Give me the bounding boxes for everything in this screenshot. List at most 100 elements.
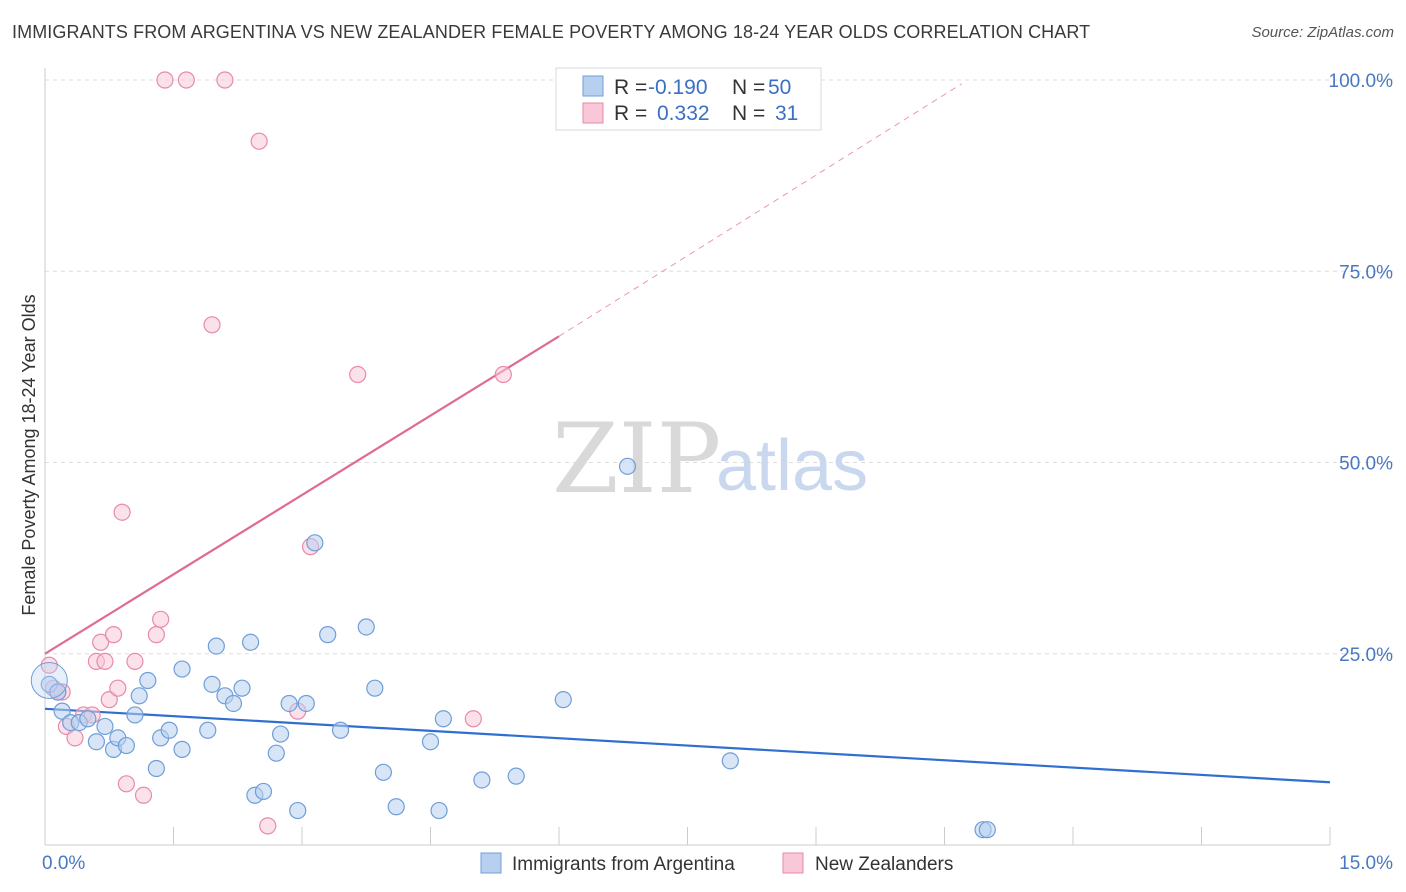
point-argentina [421, 733, 440, 751]
data-points [30, 71, 996, 839]
point-newzealanders [117, 775, 135, 793]
y-axis-label: Female Poverty Among 18-24 Year Olds [19, 294, 39, 615]
point-newzealanders [134, 786, 153, 804]
watermark-atlas-text: atlas [716, 426, 868, 506]
y-tick-labels: 25.0% 50.0% 75.0% 100.0% [1329, 71, 1394, 666]
point-argentina [978, 821, 996, 839]
point-argentina [160, 721, 178, 739]
point-argentina [173, 660, 191, 678]
point-newzealanders [177, 71, 195, 89]
y-tick-label: 25.0% [1339, 645, 1393, 666]
point-argentina [199, 721, 217, 739]
legend-r-label-2: R = [614, 102, 647, 125]
point-argentina [357, 618, 375, 636]
point-argentina [49, 683, 67, 701]
y-tick-label: 75.0% [1339, 262, 1393, 283]
point-argentina [233, 679, 251, 697]
point-argentina [271, 725, 290, 743]
y-tick-label: 100.0% [1329, 71, 1394, 92]
point-argentina [267, 744, 285, 762]
trend-line-newzealanders [44, 335, 560, 655]
point-newzealanders [464, 710, 482, 728]
legend-swatch-blue [582, 75, 604, 97]
axes [44, 68, 1331, 846]
point-newzealanders [216, 71, 234, 89]
chart-title: IMMIGRANTS FROM ARGENTINA VS NEW ZEALAND… [12, 22, 1091, 42]
series-legend-label-newzealanders: New Zealanders [815, 854, 953, 875]
point-argentina [173, 740, 191, 758]
point-argentina-cluster [30, 662, 68, 700]
point-newzealanders [147, 626, 165, 644]
point-newzealanders [126, 652, 144, 671]
point-argentina [203, 675, 221, 693]
point-newzealanders [113, 503, 131, 521]
trend-line-newzealanders-extension [558, 83, 962, 337]
point-argentina [434, 710, 452, 728]
source-label: Source: ZipAtlas.com [1251, 24, 1394, 41]
grid-lines [45, 79, 1395, 655]
stats-legend: R = -0.190 N = 50 R = 0.332 N = 31 [555, 67, 822, 131]
point-argentina [96, 717, 114, 736]
point-argentina [289, 801, 307, 820]
point-newzealanders [100, 691, 118, 709]
point-newzealanders [152, 610, 170, 628]
point-newzealanders [494, 365, 512, 384]
point-argentina [280, 694, 298, 713]
point-argentina [618, 457, 637, 475]
point-argentina [53, 702, 71, 720]
point-argentina [130, 687, 148, 705]
series-legend-swatch-newzealanders [782, 852, 804, 874]
y-tick-label: 50.0% [1339, 454, 1393, 475]
series-legend-swatch-argentina [480, 852, 502, 874]
legend-n-value-2: 31 [775, 102, 798, 125]
point-newzealanders [66, 729, 84, 747]
point-argentina [224, 694, 243, 713]
point-argentina [87, 733, 106, 751]
point-newzealanders [250, 132, 268, 150]
series-legend-label-argentina: Immigrants from Argentina [512, 854, 735, 875]
trend-lines [44, 83, 1331, 784]
point-newzealanders [96, 652, 114, 671]
point-newzealanders [104, 626, 123, 644]
point-newzealanders [40, 656, 58, 674]
point-argentina [319, 626, 337, 644]
legend-r-label-1: R = [614, 76, 647, 99]
point-argentina [374, 763, 392, 781]
legend-n-label-2: N = [732, 102, 765, 125]
point-newzealanders [109, 679, 127, 697]
point-argentina [242, 633, 260, 651]
point-newzealanders [349, 365, 367, 384]
point-argentina [147, 759, 165, 778]
legend-n-value-1: 50 [768, 76, 791, 99]
x-tick-label: 0.0% [42, 853, 85, 874]
point-argentina [139, 671, 157, 690]
legend-n-label-1: N = [732, 76, 765, 99]
point-newzealanders [203, 316, 221, 334]
point-argentina [430, 801, 448, 820]
point-argentina [254, 782, 273, 801]
point-argentina [117, 736, 135, 755]
point-argentina [126, 706, 144, 724]
x-tick-labels: 0.0% 15.0% [42, 853, 1393, 874]
watermark: ZIP atlas [552, 403, 868, 515]
point-argentina [297, 694, 315, 713]
point-argentina [554, 691, 572, 709]
point-argentina [721, 752, 739, 770]
legend-r-value-1: -0.190 [648, 76, 708, 99]
point-argentina [473, 771, 491, 789]
point-argentina [331, 721, 350, 739]
series-legend: Immigrants from Argentina New Zealanders [480, 852, 953, 875]
point-newzealanders [259, 817, 277, 835]
watermark-zip-text: ZIP [552, 403, 721, 515]
point-argentina [387, 798, 405, 816]
point-argentina [306, 534, 324, 552]
point-argentina [507, 767, 525, 785]
legend-swatch-pink [582, 102, 604, 124]
trend-line-argentina [44, 707, 1331, 784]
legend-r-value-2: 0.332 [657, 102, 710, 125]
point-argentina [207, 637, 225, 655]
point-argentina [79, 710, 97, 728]
point-newzealanders [156, 71, 174, 89]
x-tick-label: 15.0% [1339, 853, 1393, 874]
